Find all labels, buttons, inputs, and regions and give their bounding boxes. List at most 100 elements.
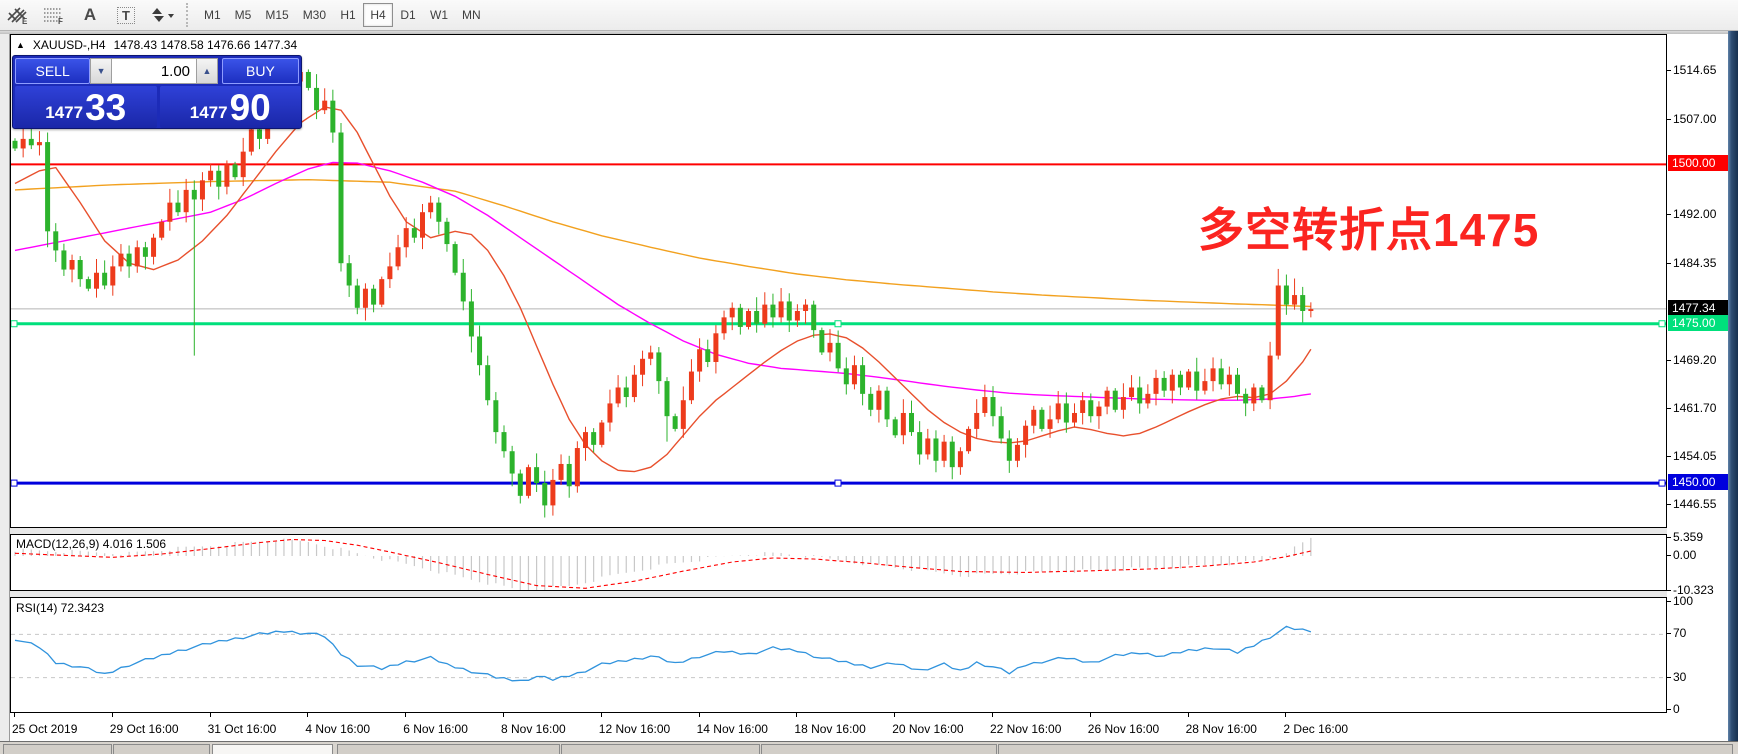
candle-body <box>1161 377 1167 391</box>
time-axis-label: 18 Nov 16:00 <box>794 722 866 736</box>
time-tickmark <box>307 713 309 717</box>
indicator-axis-label: 0 <box>1673 702 1680 716</box>
candle-body <box>28 138 34 146</box>
chart-tab-selected[interactable] <box>212 744 333 754</box>
candle-body <box>322 100 328 111</box>
candle-body <box>420 212 425 238</box>
timeframe-button-d1[interactable]: D1 <box>400 8 416 22</box>
candle-body <box>721 317 727 334</box>
candle-body <box>909 412 914 433</box>
equidistant-channel-tool-icon[interactable]: E <box>1 2 35 28</box>
axis-tickmark <box>1667 589 1671 591</box>
candle-body <box>338 132 344 264</box>
candle-body <box>142 247 148 257</box>
arrow-objects-tool-icon[interactable] <box>145 2 179 28</box>
text-box-tool-icon[interactable]: T <box>109 2 143 28</box>
candle-body <box>1292 295 1298 305</box>
candle-body <box>827 342 833 353</box>
chart-tab[interactable] <box>113 744 210 754</box>
panel-separator[interactable] <box>10 591 1667 597</box>
candle-body <box>159 221 165 238</box>
svg-text:E: E <box>22 17 28 25</box>
timeframe-button-h4[interactable]: H4 <box>363 3 394 27</box>
chart-tab[interactable] <box>3 744 112 754</box>
time-axis-label: 26 Nov 16:00 <box>1087 722 1160 736</box>
fibo-grid-tool-icon[interactable]: F <box>37 2 71 28</box>
sell-button[interactable]: SELL <box>15 58 91 84</box>
buy-button[interactable]: BUY <box>221 58 300 84</box>
time-tickmark <box>1187 713 1189 717</box>
hline-handle[interactable] <box>834 320 842 328</box>
timeframe-button-m1[interactable]: M1 <box>204 8 221 22</box>
candle-body <box>762 304 768 324</box>
macd-indicator-panel[interactable] <box>10 534 1667 591</box>
candle-body <box>468 301 474 337</box>
buy-price-display[interactable]: 1477 90 <box>159 86 301 128</box>
macd-histogram <box>14 537 1312 591</box>
hline-handle[interactable] <box>1658 320 1666 328</box>
sell-price-small: 1477 <box>45 103 84 122</box>
sell-price-display[interactable]: 1477 33 <box>15 86 157 128</box>
timeframe-button-mn[interactable]: MN <box>462 8 481 22</box>
candle-body <box>248 129 254 152</box>
time-axis-label: 22 Nov 16:00 <box>990 722 1062 736</box>
candle-body <box>77 260 83 280</box>
candle-body <box>460 272 466 302</box>
candle-body <box>525 467 531 496</box>
candle-body <box>778 301 784 318</box>
candle-body <box>884 390 890 420</box>
chart-tab[interactable] <box>337 744 560 754</box>
candle-body <box>746 310 751 327</box>
macd-signal-line <box>14 538 1312 589</box>
lot-increase-button[interactable]: ▲ <box>196 58 218 84</box>
chart-tab[interactable] <box>998 744 1733 754</box>
hline-handle[interactable] <box>10 320 18 328</box>
panel-separator[interactable] <box>10 528 1667 534</box>
time-axis-label: 6 Nov 16:00 <box>403 722 468 736</box>
candle-body <box>615 387 621 404</box>
time-tickmark <box>503 713 504 717</box>
symbol-label: XAUUSD-,H4 <box>32 38 106 52</box>
candle-body <box>583 432 588 449</box>
timeframe-button-m15[interactable]: M15 <box>265 8 289 22</box>
candle-body <box>501 432 507 452</box>
timeframe-button-w1[interactable]: W1 <box>430 8 449 22</box>
candle-body <box>1145 393 1151 404</box>
candle-body <box>794 310 800 321</box>
candle-body <box>1088 400 1094 417</box>
rsi-label: RSI(14) 72.3423 <box>16 601 105 615</box>
lot-decrease-button[interactable]: ▼ <box>90 58 113 84</box>
axis-tickmark <box>1667 456 1671 458</box>
candle-body <box>574 448 580 487</box>
candle-body <box>167 202 173 222</box>
candle-body <box>428 202 434 213</box>
candle-body <box>697 349 703 372</box>
candle-body <box>1300 295 1306 311</box>
hline-handle[interactable] <box>10 479 18 487</box>
candle-body <box>1129 387 1135 398</box>
indicator-axis-label: -10.323 <box>1673 582 1714 597</box>
time-axis-label: 28 Nov 16:00 <box>1185 722 1257 736</box>
timeframe-button-h1[interactable]: H1 <box>340 8 356 22</box>
candle-body <box>623 387 629 398</box>
indicator-axis-label: 0.00 <box>1673 548 1697 562</box>
time-axis-label: 20 Nov 16:00 <box>892 722 964 736</box>
hline-handle[interactable] <box>1658 479 1666 487</box>
timeframe-button-m30[interactable]: M30 <box>302 8 327 22</box>
price-tick-label: 1484.35 <box>1673 256 1717 271</box>
chart-tab[interactable] <box>761 744 997 754</box>
candle-body <box>737 307 743 327</box>
rsi-indicator-panel[interactable] <box>10 597 1667 713</box>
time-tickmark <box>894 713 896 717</box>
time-tickmark <box>600 713 602 717</box>
text-label-tool-icon[interactable]: A <box>83 5 97 24</box>
hline-handle[interactable] <box>834 479 842 487</box>
collapse-triangle-icon[interactable]: ▲ <box>16 40 25 50</box>
candle-body <box>102 272 108 286</box>
timeframe-button-m5[interactable]: M5 <box>234 8 252 22</box>
candle-body <box>94 272 99 289</box>
candle-body <box>175 202 181 213</box>
candle-body <box>199 180 205 200</box>
chart-tab[interactable] <box>561 744 760 754</box>
lot-size-input[interactable] <box>112 58 197 84</box>
